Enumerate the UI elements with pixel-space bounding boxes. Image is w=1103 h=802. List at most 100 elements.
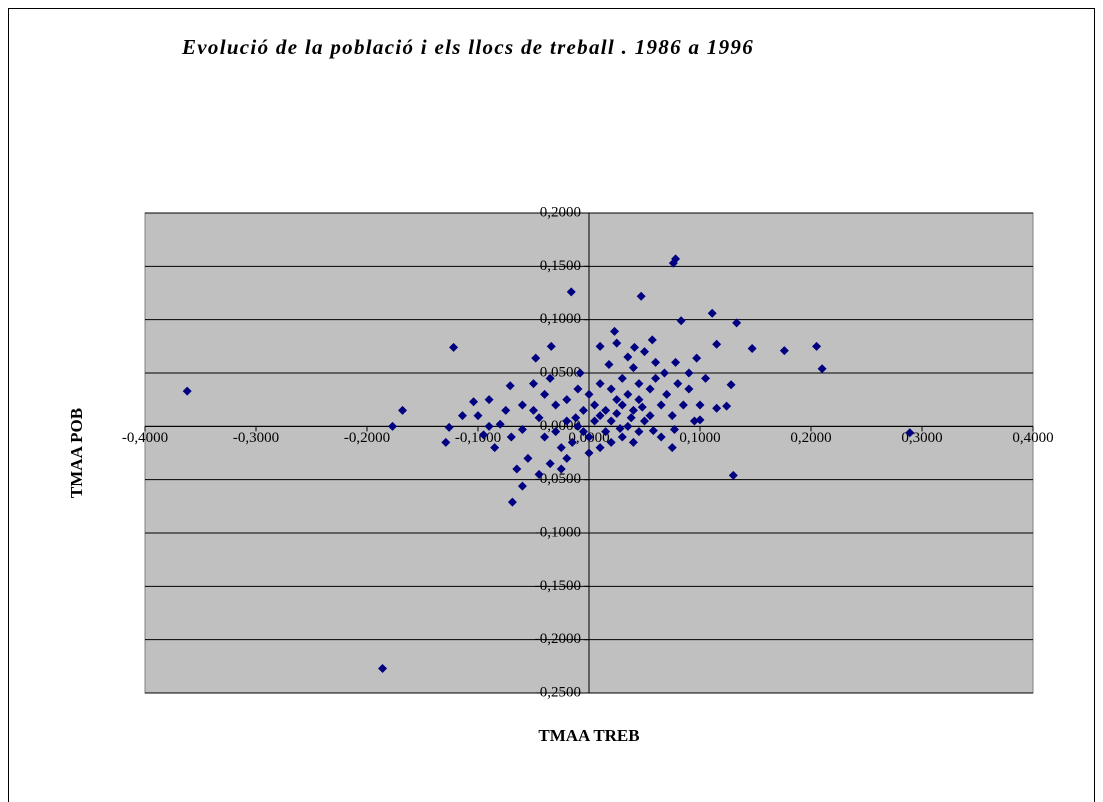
point	[651, 373, 661, 383]
point	[388, 421, 398, 431]
chart-title: Evolució de la població i els llocs de t…	[181, 35, 754, 59]
point	[645, 384, 655, 394]
point	[668, 258, 678, 268]
y-tick-label: 0,1500	[540, 258, 581, 274]
point	[673, 379, 683, 389]
point	[441, 437, 451, 447]
point	[595, 443, 605, 453]
point	[648, 426, 658, 436]
x-axis-label: TMAA TREB	[538, 726, 639, 745]
point	[517, 481, 527, 491]
point	[556, 443, 566, 453]
point	[905, 428, 915, 438]
point	[571, 413, 581, 423]
point	[651, 357, 661, 367]
point	[617, 400, 627, 410]
point	[562, 453, 572, 463]
point	[656, 400, 666, 410]
point	[606, 416, 616, 426]
y-tick-label: 0,2000	[540, 204, 581, 220]
point	[678, 400, 688, 410]
point	[669, 425, 679, 435]
y-tick-label: -0,2500	[535, 684, 581, 700]
y-tick-label: 0,0500	[540, 364, 581, 380]
x-tick-label: -0,2000	[344, 430, 390, 446]
point	[590, 416, 600, 426]
point	[182, 386, 192, 396]
point	[469, 397, 479, 407]
point	[601, 405, 611, 415]
point	[689, 416, 699, 426]
point	[637, 402, 647, 412]
point	[667, 443, 677, 453]
point	[630, 342, 640, 352]
point	[551, 427, 561, 437]
point	[728, 470, 738, 480]
point	[692, 353, 702, 363]
point	[529, 405, 538, 415]
point	[640, 347, 649, 357]
point	[712, 339, 722, 349]
point	[606, 384, 616, 394]
point	[817, 364, 827, 374]
point	[606, 437, 616, 447]
point	[612, 338, 622, 348]
x-tick-label: 0,1000	[679, 430, 720, 446]
point	[732, 318, 742, 328]
x-tick-label: 0,2000	[790, 430, 831, 446]
point	[659, 368, 669, 378]
point	[628, 437, 638, 447]
point	[610, 326, 620, 336]
point	[695, 400, 705, 410]
point	[595, 411, 605, 421]
point	[623, 421, 633, 431]
point	[628, 363, 638, 373]
x-tick-label: 0,4000	[1012, 430, 1053, 446]
point	[707, 308, 717, 318]
point	[449, 342, 459, 352]
x-tick-label: -0,3000	[233, 430, 279, 446]
point	[645, 411, 655, 421]
point	[457, 411, 467, 421]
point	[634, 379, 644, 389]
point	[595, 379, 605, 389]
point	[484, 395, 494, 405]
point	[722, 401, 732, 411]
point	[656, 432, 666, 442]
point	[601, 427, 611, 437]
point	[512, 464, 522, 474]
point	[566, 287, 576, 297]
point	[545, 459, 555, 469]
point	[546, 341, 556, 351]
point	[712, 403, 722, 413]
point	[634, 427, 644, 437]
point	[612, 395, 622, 405]
point	[634, 395, 644, 405]
point	[562, 416, 572, 426]
point	[628, 405, 638, 415]
point	[540, 432, 550, 442]
point	[517, 400, 527, 410]
point	[545, 373, 555, 383]
point	[506, 432, 516, 442]
point	[490, 443, 500, 453]
point	[612, 409, 622, 419]
point	[662, 389, 672, 399]
point	[501, 405, 511, 415]
point	[573, 384, 583, 394]
point	[473, 411, 483, 421]
point	[584, 432, 594, 442]
point	[444, 422, 454, 432]
point	[779, 346, 789, 356]
point	[578, 405, 588, 415]
point	[626, 413, 636, 423]
point	[505, 381, 515, 391]
point	[573, 421, 583, 431]
point	[551, 400, 561, 410]
y-tick-label: 0,0000	[540, 418, 581, 434]
point	[812, 341, 822, 351]
point	[671, 357, 681, 367]
y-tick-label: -0,2000	[535, 631, 581, 647]
point	[567, 437, 577, 447]
